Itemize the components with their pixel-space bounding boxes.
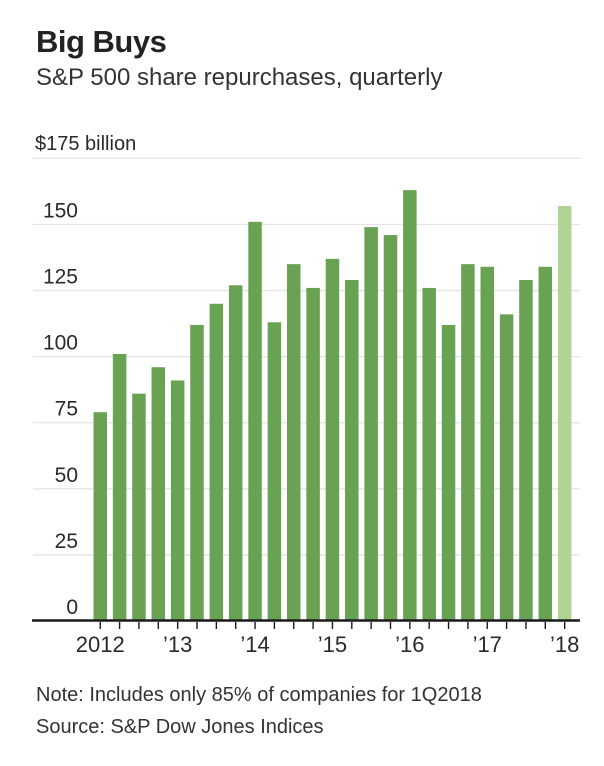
bar [209, 303, 224, 621]
y-axis-unit-label: $175 billion [35, 133, 137, 155]
bar [248, 221, 262, 621]
bar [287, 264, 301, 621]
bar [403, 190, 417, 621]
bar [557, 205, 572, 622]
y-tick-label: 0 [66, 596, 78, 619]
x-year-label: ’14 [240, 632, 269, 657]
note-text: Note: Includes only 85% of companies for… [36, 684, 482, 706]
bar [364, 227, 378, 621]
x-year-label: ’17 [473, 632, 502, 657]
bar [461, 264, 475, 621]
y-tick-label: 100 [43, 332, 78, 355]
bar [538, 266, 553, 621]
bar [519, 280, 533, 621]
y-tick-label: 125 [43, 266, 78, 289]
x-year-label: ’13 [163, 632, 192, 657]
bar [441, 324, 456, 621]
y-tick-label: 25 [55, 530, 78, 553]
bar [112, 354, 127, 621]
y-tick-label: 50 [55, 464, 78, 487]
bar [325, 258, 340, 621]
bar [306, 287, 320, 621]
bar [93, 412, 107, 621]
bar [170, 380, 185, 621]
chart-title: Big Buys [36, 24, 167, 59]
y-tick-label: 75 [55, 398, 78, 421]
x-year-label: ’15 [318, 632, 347, 657]
bar [151, 367, 166, 621]
bar [499, 314, 514, 621]
source-text: Source: S&P Dow Jones Indices [36, 716, 324, 738]
y-tick-label: 150 [43, 199, 78, 222]
bar [422, 287, 436, 621]
bar [228, 285, 243, 621]
bar [480, 266, 494, 621]
bar [383, 235, 398, 621]
x-year-label: 2012 [76, 632, 125, 657]
bar [132, 393, 146, 621]
bar [267, 322, 282, 621]
bar [345, 280, 359, 621]
x-year-label: ’18 [550, 632, 579, 657]
bar [190, 324, 204, 621]
x-year-label: ’16 [395, 632, 424, 657]
chart-subtitle: S&P 500 share repurchases, quarterly [36, 64, 443, 91]
